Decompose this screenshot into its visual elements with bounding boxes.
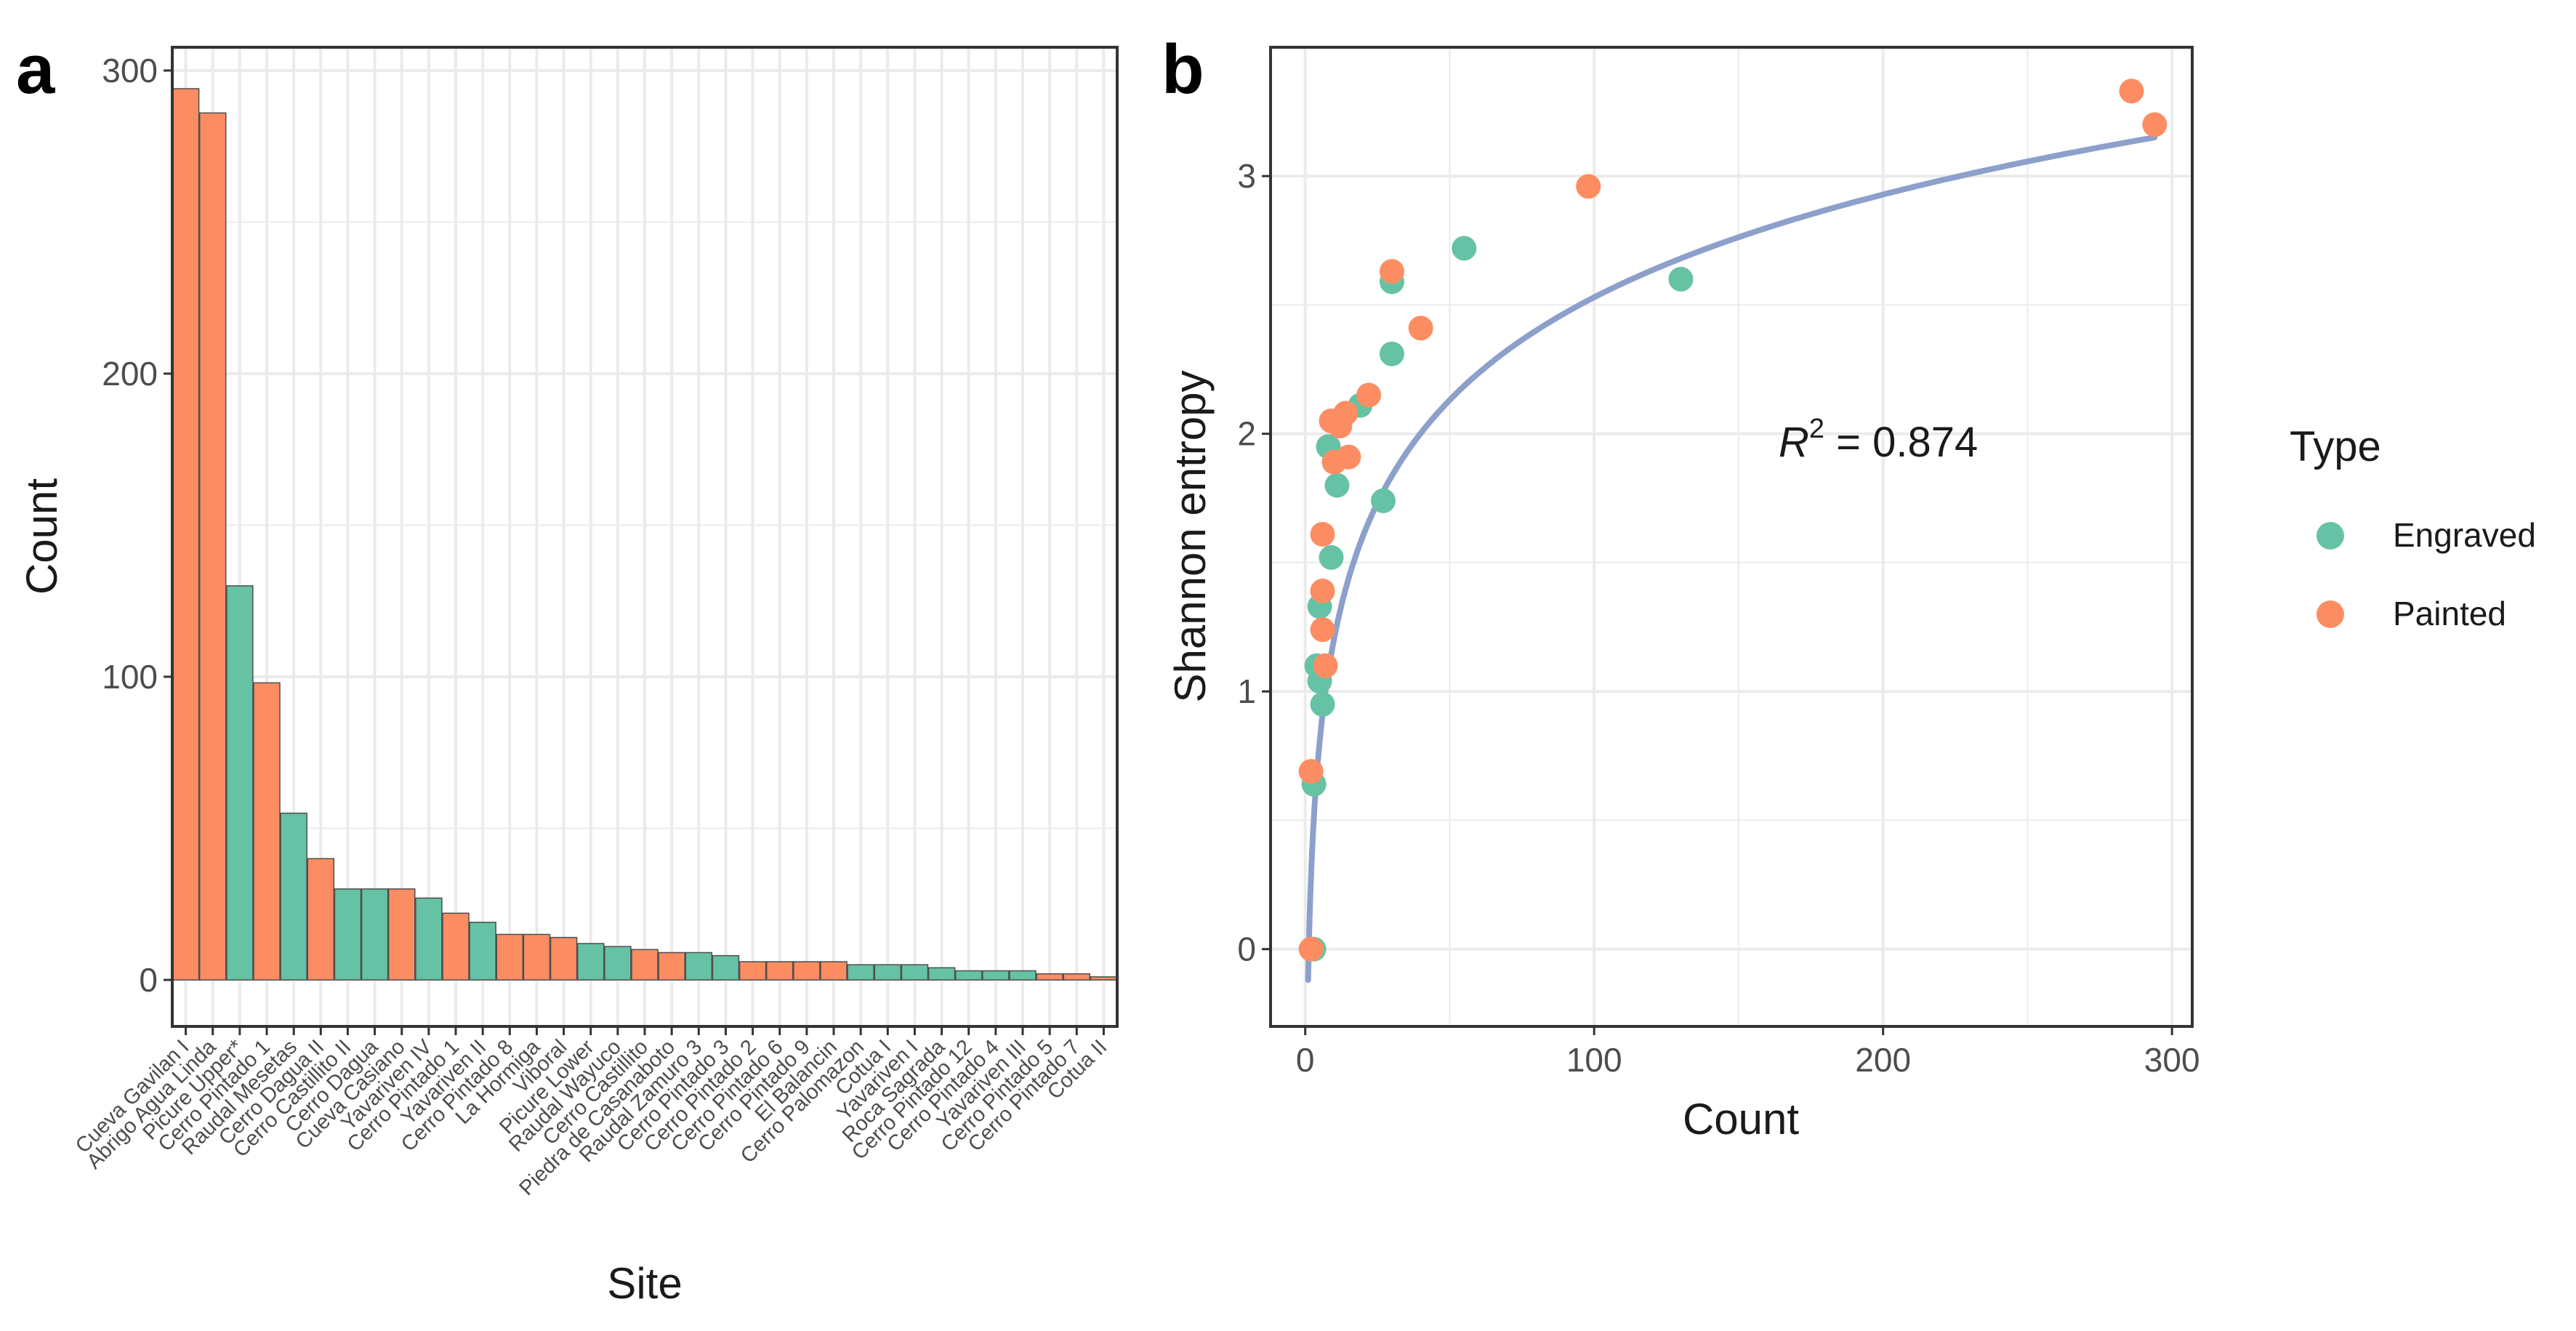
x-tick-label: 0 (1296, 1041, 1315, 1079)
point-engraved (1452, 236, 1477, 261)
bar-9 (415, 897, 443, 981)
point-painted (1298, 759, 1324, 784)
point-engraved (1379, 341, 1404, 366)
y-tick-label: 300 (102, 52, 158, 89)
y-tick-label: 200 (102, 355, 158, 393)
point-engraved (1324, 473, 1350, 498)
bar-4 (280, 812, 307, 981)
point-painted (2142, 112, 2168, 137)
r-symbol: R (1779, 419, 1809, 466)
panel-b-x-label: Count (1683, 1095, 1799, 1143)
r-value: = 0.874 (1824, 419, 1978, 466)
panel-b-letter: b (1162, 31, 1204, 108)
panel-a-y-label: Count (17, 478, 66, 595)
fit-curve (1305, 134, 2158, 984)
point-engraved (1371, 488, 1396, 513)
panel-b-x-ticks: 0 100 200 300 (1296, 1026, 2200, 1079)
bar-25 (847, 964, 874, 981)
r-squared-annotation: R2 = 0.874 (1779, 414, 1978, 466)
bar-22 (765, 961, 794, 981)
point-painted (1356, 382, 1382, 408)
x-tick-label: 200 (1855, 1041, 1911, 1079)
bar-5 (307, 858, 335, 981)
legend-title: Type (2290, 423, 2381, 470)
y-tick-label: 3 (1237, 157, 1256, 195)
bar-1 (198, 112, 227, 981)
bar-8 (387, 888, 416, 981)
point-engraved (1310, 691, 1335, 717)
bar-18 (658, 952, 685, 981)
bar-16 (604, 946, 632, 981)
bar-10 (442, 912, 470, 981)
bar-7 (361, 888, 389, 981)
point-painted (2119, 79, 2144, 104)
point-painted (1310, 617, 1335, 643)
point-engraved (1668, 267, 1694, 292)
bar-12 (496, 933, 524, 981)
point-painted (1313, 653, 1338, 678)
bar-29 (954, 970, 983, 981)
point-painted (1310, 521, 1335, 547)
y-tick-label: 0 (1237, 930, 1256, 968)
panel-a-y-ticks: 0 100 200 300 (102, 52, 172, 999)
panel-a-x-label: Site (607, 1259, 682, 1308)
x-tick-label: 300 (2144, 1041, 2200, 1079)
panel-b-y-label: Shannon entropy (1166, 370, 1215, 702)
panel-b-frame (1269, 46, 2194, 1028)
bar-27 (901, 964, 929, 981)
bar-31 (1009, 970, 1037, 981)
bar-23 (793, 961, 821, 981)
bar-13 (523, 933, 551, 981)
point-engraved (1319, 544, 1344, 570)
bar-2 (226, 585, 254, 981)
y-tick-label: 2 (1237, 415, 1256, 453)
bar-19 (685, 952, 713, 981)
legend-painted-swatch (2317, 600, 2344, 628)
bar-32 (1036, 973, 1063, 981)
panel-b-points (1298, 79, 2168, 962)
panel-b-gridlines (1271, 47, 2192, 1026)
point-painted (1298, 936, 1324, 962)
bar-14 (550, 936, 578, 981)
y-tick-label: 0 (139, 961, 158, 999)
point-painted (1576, 174, 1601, 199)
panel-a-gridlines (172, 47, 1117, 1026)
bar-17 (631, 949, 659, 981)
y-tick-label: 1 (1237, 672, 1256, 710)
y-tick-label: 100 (102, 658, 158, 696)
bar-11 (469, 922, 496, 981)
point-painted (1310, 578, 1335, 603)
bar-33 (1063, 973, 1091, 981)
bar-6 (334, 888, 362, 981)
legend-painted-label: Painted (2393, 595, 2506, 632)
panel-a-bars (172, 88, 1118, 981)
bar-3 (253, 682, 281, 981)
point-painted (1336, 444, 1361, 470)
bar-15 (576, 943, 605, 981)
point-painted (1379, 259, 1404, 284)
bar-20 (712, 954, 740, 981)
legend-engraved-label: Engraved (2393, 516, 2536, 554)
legend-engraved-swatch (2317, 522, 2344, 550)
point-painted (1333, 401, 1359, 426)
bar-21 (738, 961, 767, 981)
legend: Type Engraved Painted (2290, 423, 2536, 632)
x-tick-label: 100 (1566, 1041, 1622, 1079)
bar-24 (820, 961, 848, 981)
point-painted (1408, 315, 1433, 341)
panel-a-letter: a (16, 31, 55, 108)
bar-0 (172, 88, 200, 981)
bar-28 (927, 967, 956, 981)
bar-26 (874, 964, 902, 981)
r-exponent: 2 (1809, 414, 1824, 444)
bar-30 (982, 970, 1010, 981)
bar-34 (1090, 976, 1118, 981)
panel-b-y-ticks: 0 1 2 3 (1237, 157, 1271, 968)
